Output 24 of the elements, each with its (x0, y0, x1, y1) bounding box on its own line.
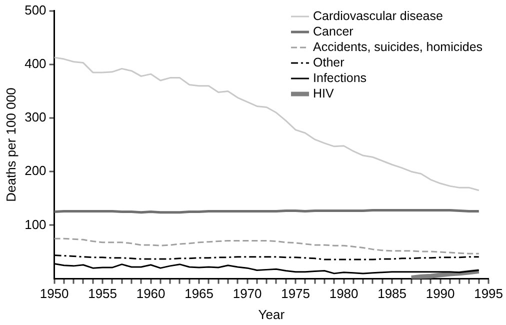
legend-label: Cardiovascular disease (313, 9, 443, 24)
x-tick-label: 1990 (426, 286, 455, 302)
y-tick-label: 200 (24, 163, 46, 178)
y-tick-label: 300 (24, 110, 46, 125)
x-tick-label: 1980 (329, 286, 358, 302)
x-tick-label: 1975 (281, 286, 310, 302)
y-tick-label: 100 (24, 216, 46, 232)
legend-label: HIV (313, 86, 335, 101)
x-tick-label: 1995 (474, 286, 503, 302)
x-tick-label: 1985 (378, 286, 406, 302)
line-series (54, 238, 480, 254)
x-tick-label: 1955 (88, 286, 117, 302)
y-tick-label: 400 (24, 56, 46, 71)
x-axis-title: Year (258, 306, 286, 322)
x-tick-label: 1960 (136, 286, 166, 302)
x-tick-label: 1970 (232, 286, 262, 302)
x-tick-label: 1950 (40, 286, 69, 302)
y-tick-label: 500 (24, 2, 46, 18)
legend-label: Infections (313, 71, 367, 86)
legend-label: Other (313, 56, 344, 70)
x-tick-label: 1965 (184, 286, 214, 302)
legend-label: Cancer (313, 24, 354, 39)
y-axis-title: Deaths per 100 000 (3, 88, 18, 202)
legend-label: Accidents, suicides, homicides (313, 40, 483, 54)
